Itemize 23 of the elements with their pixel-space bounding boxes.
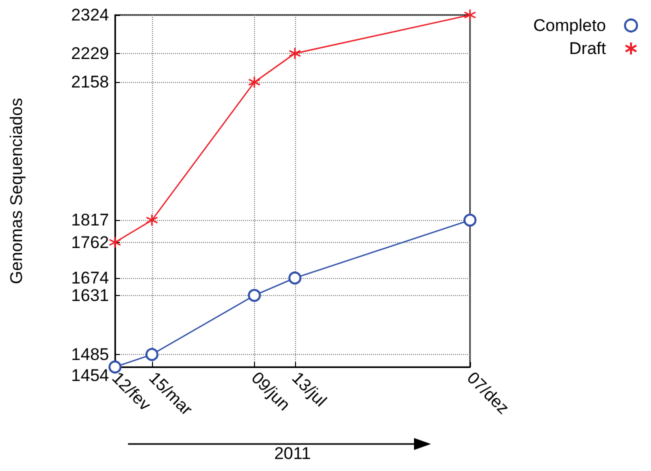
y-tick-label: 1817 [71,210,109,230]
x-axis-title: 2011 [274,444,311,463]
point [288,47,302,60]
point [108,236,122,249]
y-tick-label: 1674 [71,268,109,288]
point [464,8,476,22]
point [248,76,261,88]
y-tick-label: 1631 [71,286,109,305]
y-axis-title: Genomas Sequenciados [7,98,26,284]
y-tick-label: 1485 [71,344,109,364]
y-tick-label: 2229 [71,44,109,63]
y-tick-label: 1454 [71,366,109,385]
point [248,288,261,302]
y-tick-label: 2158 [71,72,109,92]
point [108,360,122,374]
point [146,214,158,226]
point [464,214,476,227]
point [288,271,302,284]
legend-label: Draft [569,39,606,58]
legend-label: Completo [533,16,606,35]
y-tick-label: 2324 [71,6,109,24]
point [145,348,158,361]
y-tick-label: 1762 [71,232,109,252]
